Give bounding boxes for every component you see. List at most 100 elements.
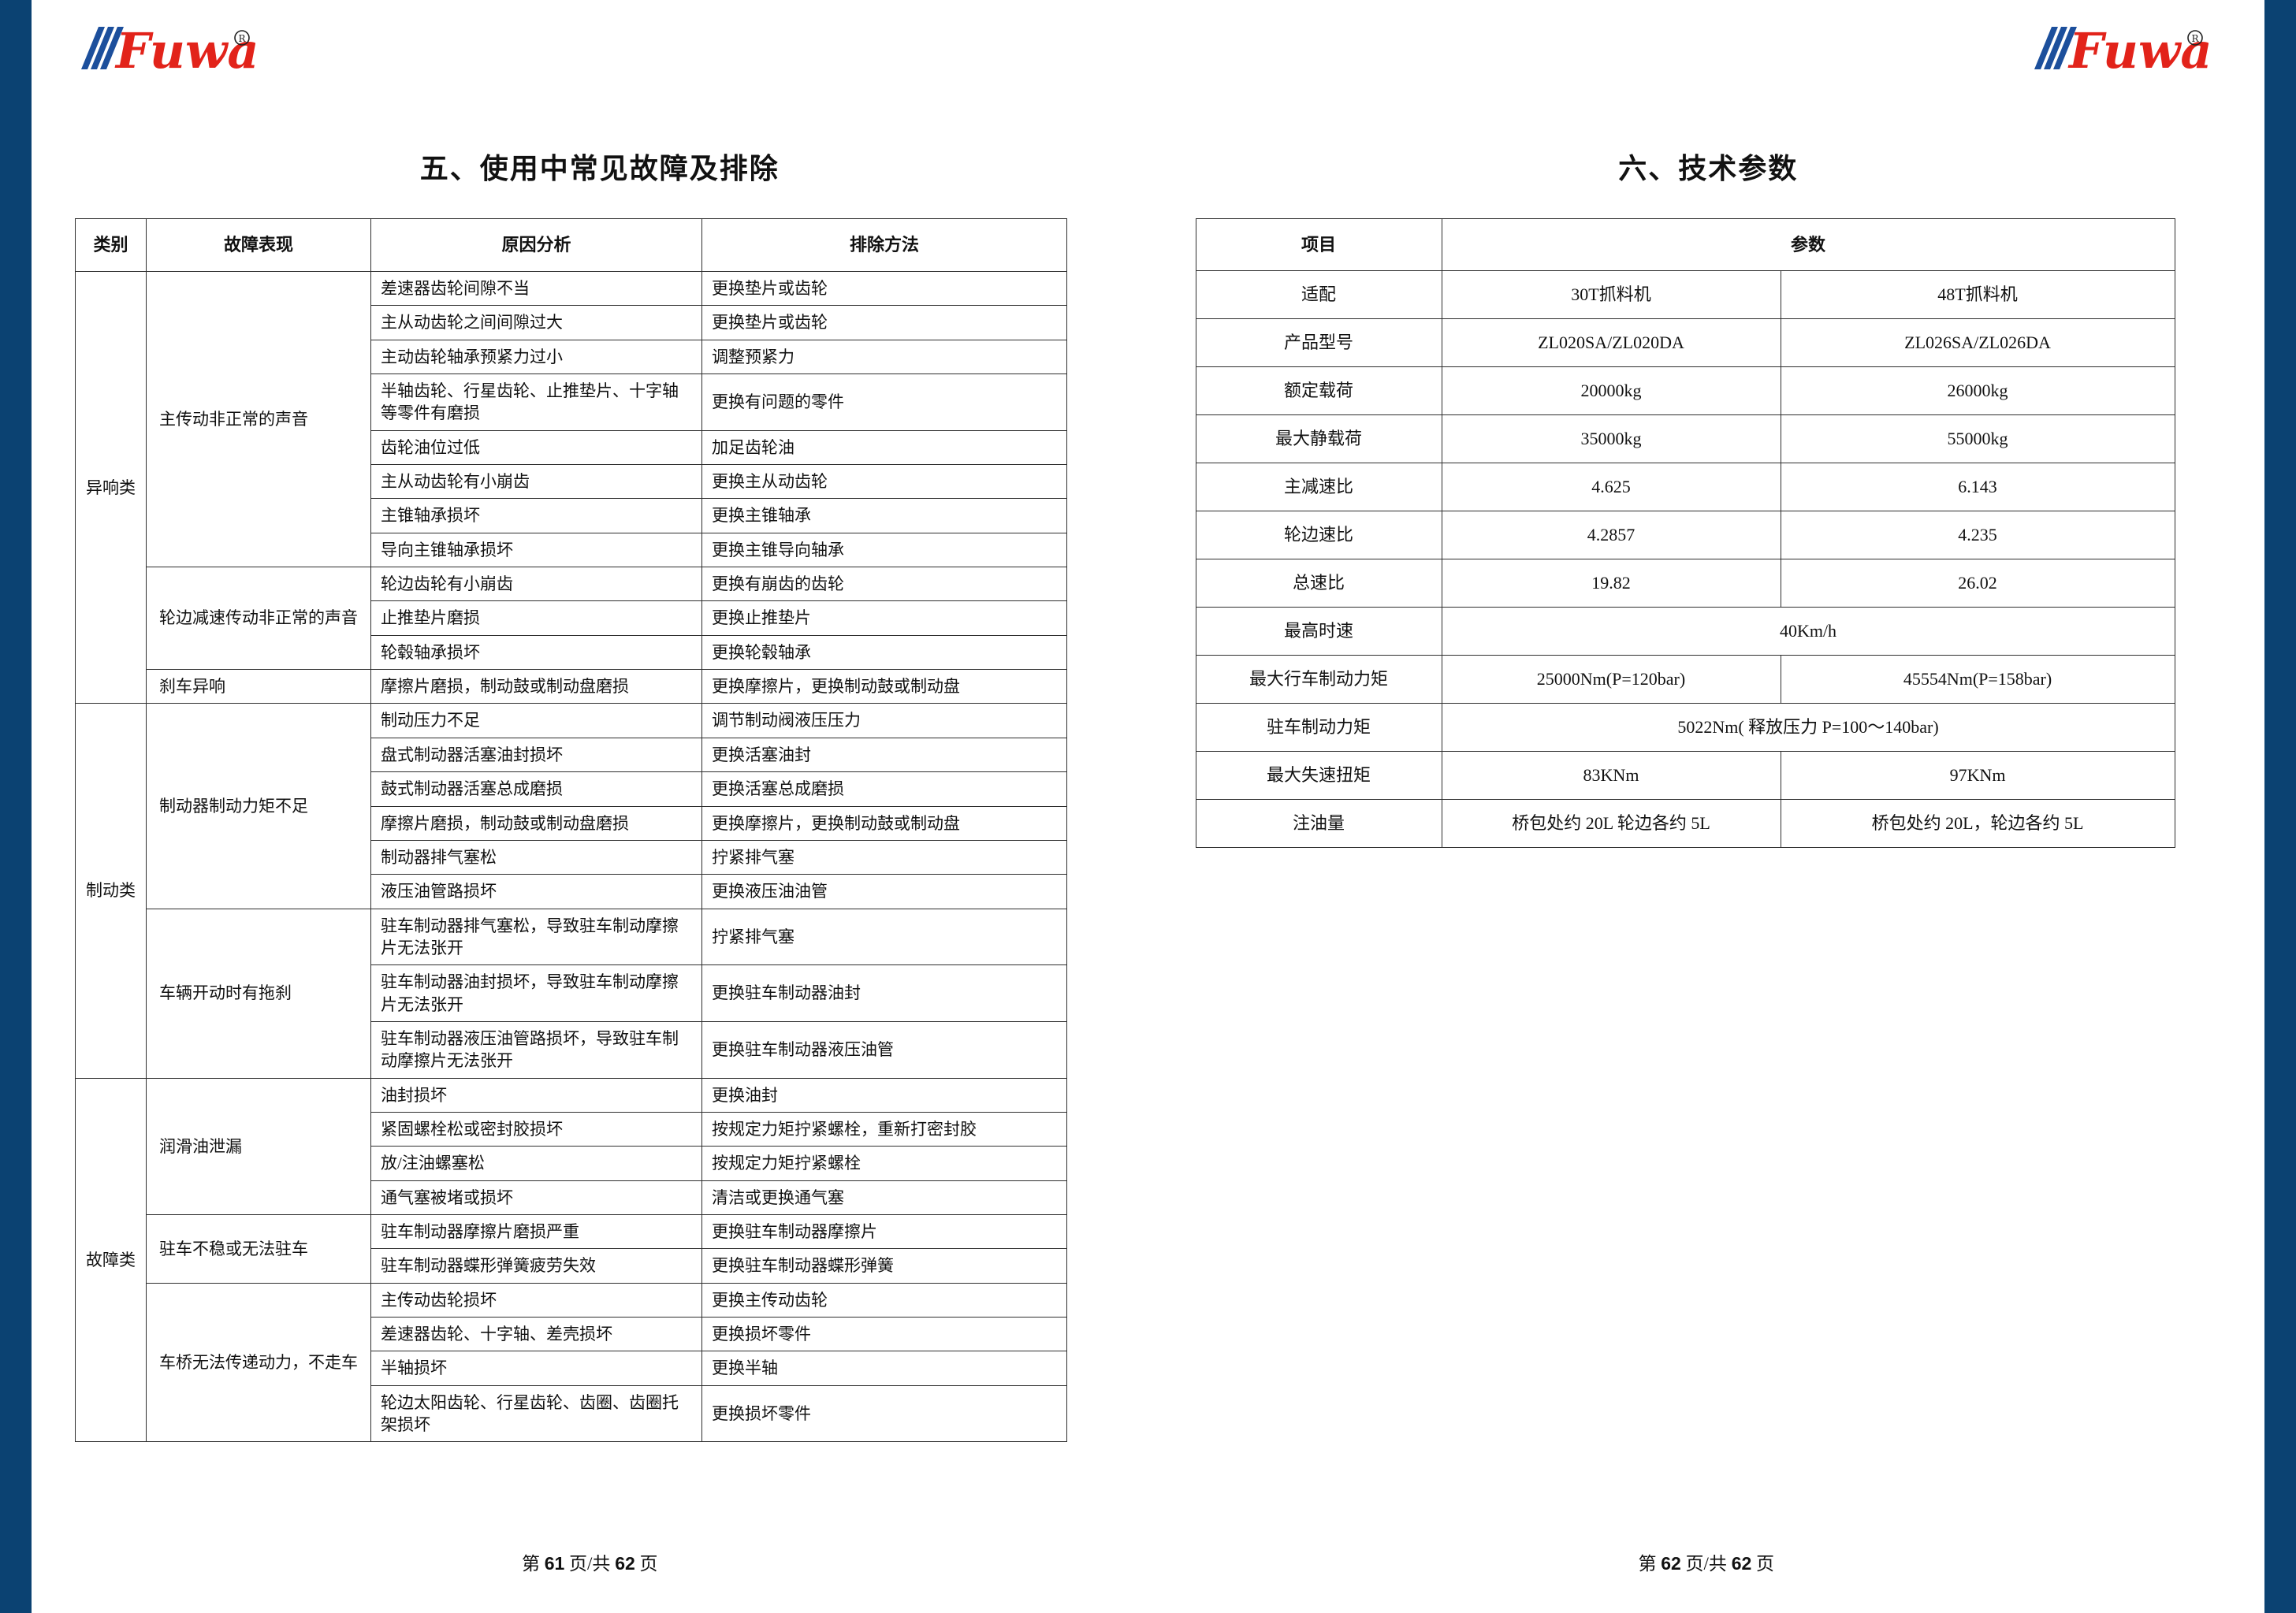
section-title-right: 六、技术参数 xyxy=(1618,152,1799,185)
cell-item: 额定载荷 xyxy=(1195,366,1442,415)
footer-right: 第 62 页/共 62 页 xyxy=(1148,1548,2265,1575)
cell-fix: 更换损坏零件 xyxy=(701,1384,1067,1443)
cell-value-48t: 97KNm xyxy=(1780,751,2175,800)
cell-value-48t: 26.02 xyxy=(1780,559,2175,608)
cell-symptom: 制动器制动力矩不足 xyxy=(146,703,371,909)
cell-item: 最大失速扭矩 xyxy=(1195,751,1442,800)
page-left: Fuwa R 五、使用中常见故障及排除 类别 故障表现 原因分析 xyxy=(32,0,1148,1613)
cell-cause: 放/注油螺塞松 xyxy=(370,1146,702,1181)
cell-symptom: 车辆开动时有拖刹 xyxy=(146,908,371,1079)
cell-fix: 按规定力矩拧紧螺栓 xyxy=(701,1146,1067,1181)
cell-fix: 更换主从动齿轮 xyxy=(701,464,1067,500)
cell-cause: 主从动齿轮有小崩齿 xyxy=(370,464,702,500)
cell-cause: 液压油管路损坏 xyxy=(370,874,702,909)
cell-value-merged: 5022Nm( 释放压力 P=100～140bar) xyxy=(1441,703,2175,752)
table-row: 最高时速 40Km/h xyxy=(1195,607,2175,656)
cell-fix: 更换垫片或齿轮 xyxy=(701,270,1067,307)
cell-item: 总速比 xyxy=(1195,559,1442,608)
col-header-fix: 排除方法 xyxy=(701,218,1067,272)
cell-cause: 主动齿轮轴承预紧力过小 xyxy=(370,339,702,375)
cell-item: 最高时速 xyxy=(1195,607,1442,656)
fuwa-logo-left: Fuwa R xyxy=(75,20,264,77)
cell-fix: 调整预紧力 xyxy=(701,339,1067,375)
cell-category: 故障类 xyxy=(75,1077,147,1443)
spec-header-row: 项目 参数 xyxy=(1195,218,2175,271)
table-row: 主从动齿轮之间间隙过大 更换垫片或齿轮 xyxy=(76,305,1067,340)
table-row: 止推垫片磨损 更换止推垫片 xyxy=(76,600,1067,636)
cell-cause: 驻车制动器排气塞松，导致驻车制动摩擦片无法张开 xyxy=(370,908,702,966)
cell-value-48t: 6.143 xyxy=(1780,463,2175,511)
logo-blue-stripes xyxy=(81,27,124,69)
cell-cause: 导向主锥轴承损坏 xyxy=(370,532,702,568)
table-row: 通气塞被堵或损坏 清洁或更换通气塞 xyxy=(76,1180,1067,1215)
table-row: 驻车制动器液压油管路损坏，导致驻车制动摩擦片无法张开 更换驻车制动器液压油管 xyxy=(76,1020,1067,1079)
table-row: 主减速比 4.625 6.143 xyxy=(1195,463,2175,511)
sheet: Fuwa R 五、使用中常见故障及排除 类别 故障表现 原因分析 xyxy=(32,0,2264,1613)
footer-middle: 页/共 xyxy=(569,1554,611,1574)
cell-cause: 驻车制动器摩擦片磨损严重 xyxy=(370,1213,702,1250)
cell-fix: 更换有崩齿的齿轮 xyxy=(701,567,1067,602)
cell-symptom: 主传动非正常的声音 xyxy=(146,270,371,568)
cell-category: 制动类 xyxy=(75,703,147,1079)
cell-symptom: 轮边减速传动非正常的声音 xyxy=(146,567,371,671)
cell-fix: 更换损坏零件 xyxy=(701,1316,1067,1352)
cell-value-48t: 4.235 xyxy=(1780,511,2175,559)
cell-value-30t: 19.82 xyxy=(1441,559,1781,608)
cell-cause: 鼓式制动器活塞总成磨损 xyxy=(370,771,702,807)
footer-prefix: 第 xyxy=(1638,1554,1657,1574)
cell-fix: 更换轮毂轴承 xyxy=(701,634,1067,671)
cell-value-30t: 4.2857 xyxy=(1441,511,1781,559)
fault-table-body: 异响类 主传动非正常的声音 差速器齿轮间隙不当 更换垫片或齿轮 主从动齿轮之间间隙过大更… xyxy=(75,270,1067,1443)
cell-fix: 按规定力矩拧紧螺栓，重新打密封胶 xyxy=(701,1111,1067,1147)
col-header-cause: 原因分析 xyxy=(370,218,702,272)
fuwa-logo-right: Fuwa R xyxy=(2028,20,2217,77)
cell-symptom: 驻车不稳或无法驻车 xyxy=(146,1213,371,1284)
cell-cause: 制动器排气塞松 xyxy=(370,839,702,875)
table-row: 齿轮油位过低 加足齿轮油 xyxy=(76,429,1067,466)
page-right: Fuwa R 六、技术参数 项目 参数 适配 30T抓料机 48T抓料机 产品型号 ZL… xyxy=(1148,0,2265,1613)
cell-cause: 油封损坏 xyxy=(370,1077,702,1113)
table-header-row: 类别 故障表现 原因分析 排除方法 xyxy=(75,218,1067,272)
cell-fix: 更换驻车制动器摩擦片 xyxy=(701,1213,1067,1250)
cell-fix: 更换活塞油封 xyxy=(701,737,1067,773)
table-row: 适配 30T抓料机 48T抓料机 xyxy=(1195,270,2175,319)
cell-item: 轮边速比 xyxy=(1195,511,1442,559)
table-row: 轮毂轴承损坏 更换轮毂轴承 xyxy=(76,634,1067,671)
footer-middle: 页/共 xyxy=(1685,1554,1727,1574)
cell-cause: 驻车制动器蝶形弹簧疲劳失效 xyxy=(370,1248,702,1284)
svg-text:R: R xyxy=(2191,33,2199,44)
table-row: 最大失速扭矩 83KNm 97KNm xyxy=(1195,751,2175,800)
table-row: 最大静载荷 35000kg 55000kg xyxy=(1195,414,2175,463)
cell-symptom: 润滑油泄漏 xyxy=(146,1077,371,1215)
table-row: 半轴损坏 更换半轴 xyxy=(76,1351,1067,1386)
table-row: 车桥无法传递动力，不走车 主传动齿轮损坏 更换主传动齿轮 xyxy=(76,1282,1067,1443)
table-row: 产品型号 ZL020SA/ZL020DA ZL026SA/ZL026DA xyxy=(1195,318,2175,367)
footer-prefix: 第 xyxy=(521,1554,540,1574)
cell-item: 主减速比 xyxy=(1195,463,1442,511)
table-row: 注油量 桥包处约 20L 轮边各约 5L 桥包处约 20L，轮边各约 5L xyxy=(1195,799,2175,848)
cell-cause: 驻车制动器油封损坏，导致驻车制动摩擦片无法张开 xyxy=(370,964,702,1022)
cell-value-48t: ZL026SA/ZL026DA xyxy=(1780,318,2175,367)
cell-value-30t: 桥包处约 20L 轮边各约 5L xyxy=(1441,799,1781,848)
section-title-left: 五、使用中常见故障及排除 xyxy=(419,152,780,185)
spec-table-body: 适配 30T抓料机 48T抓料机 产品型号 ZL020SA/ZL020DA ZL026SA… xyxy=(1195,270,2175,848)
cell-cause: 驻车制动器液压油管路损坏，导致驻车制动摩擦片无法张开 xyxy=(370,1020,702,1079)
cell-value-48t: 桥包处约 20L，轮边各约 5L xyxy=(1780,799,2175,848)
cell-fix: 更换驻车制动器油封 xyxy=(701,964,1067,1022)
cell-category: 异响类 xyxy=(75,270,147,704)
cell-value-merged: 40Km/h xyxy=(1441,607,2175,656)
cell-value-30t: 83KNm xyxy=(1441,751,1781,800)
cell-value-48t: 26000kg xyxy=(1780,366,2175,415)
cell-cause: 通气塞被堵或损坏 xyxy=(370,1180,702,1215)
col-header-category: 类别 xyxy=(75,218,147,272)
table-row: 紧固螺栓松或密封胶损坏 按规定力矩拧紧螺栓，重新打密封胶 xyxy=(76,1111,1067,1147)
cell-fix: 加足齿轮油 xyxy=(701,429,1067,466)
svg-text:R: R xyxy=(238,33,246,44)
cell-value-30t: 25000Nm(P=120bar) xyxy=(1441,655,1781,704)
left-edge-bar xyxy=(0,0,32,1613)
logo-blue-stripes xyxy=(2034,27,2077,69)
table-row: 主动齿轮轴承预紧力过小 调整预紧力 xyxy=(76,339,1067,375)
cell-item: 产品型号 xyxy=(1195,318,1442,367)
table-row: 摩擦片磨损，制动鼓或制动盘磨损 更换摩擦片，更换制动鼓或制动盘 xyxy=(76,805,1067,841)
table-row: 最大行车制动力矩 25000Nm(P=120bar) 45554Nm(P=158ba… xyxy=(1195,655,2175,704)
